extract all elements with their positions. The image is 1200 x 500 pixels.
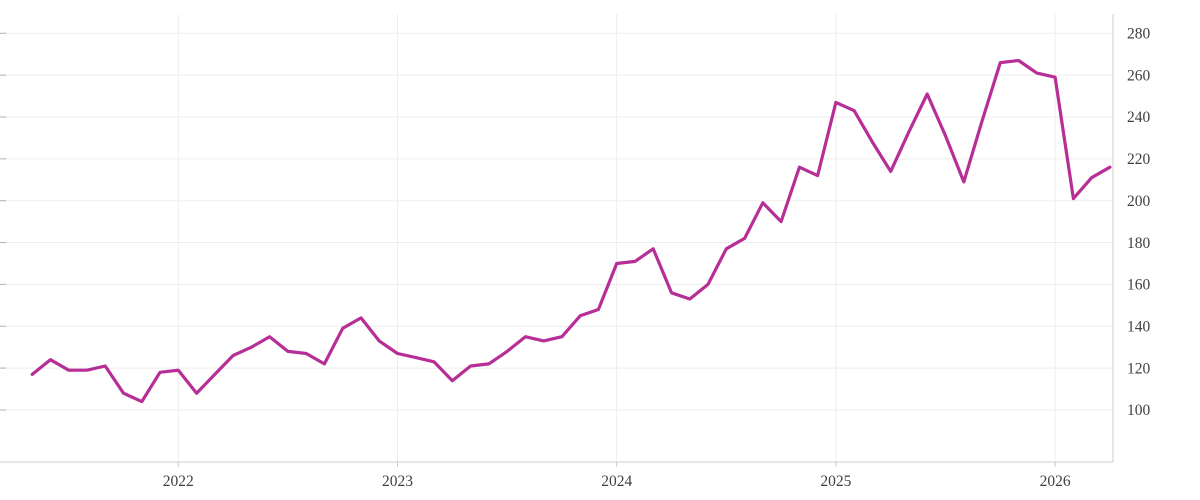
x-tick-label: 2023: [382, 473, 413, 490]
y-tick-label: 220: [1127, 151, 1151, 168]
y-tick-label: 240: [1127, 109, 1151, 126]
x-tick-label: 2025: [820, 473, 851, 490]
y-tick-label: 260: [1127, 67, 1151, 84]
y-tick-label: 180: [1127, 235, 1151, 252]
data-series-line: [30, 58, 1112, 404]
y-tick-label: 120: [1127, 360, 1151, 377]
y-tick-label: 280: [1127, 26, 1151, 43]
y-tick-label: 160: [1127, 277, 1151, 294]
y-tick-label: 100: [1127, 402, 1151, 419]
y-tick-label: 200: [1127, 193, 1151, 210]
x-tick-label: 2022: [163, 473, 194, 490]
x-tick-label: 2026: [1040, 473, 1071, 490]
y-tick-label: 140: [1127, 318, 1151, 335]
x-tick-label: 2024: [601, 473, 632, 490]
